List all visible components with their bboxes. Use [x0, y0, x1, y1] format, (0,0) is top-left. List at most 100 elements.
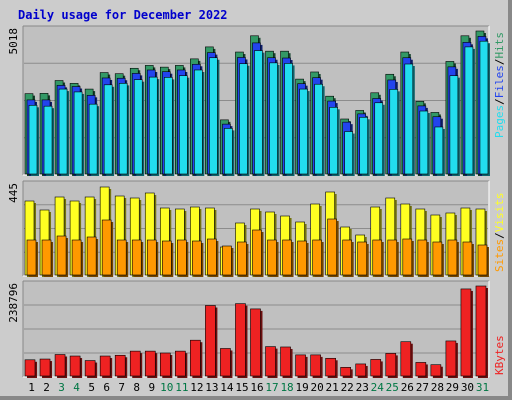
bar-kbytes-day-19: [295, 354, 306, 377]
panel-hits-files-pages-max-label: 5018: [7, 28, 20, 55]
day-label-12: 12: [190, 381, 203, 394]
bar-kbytes-day-11: [175, 350, 186, 377]
panel-kbytes-max-label: 238796: [7, 283, 20, 323]
bar-pages-day-17: [269, 62, 278, 175]
bar-kbytes-day-28: [430, 364, 442, 377]
bar-sites-day-4: [71, 239, 82, 276]
bar-sites-day-6: [101, 219, 112, 276]
bar-pages-day-26: [404, 63, 414, 175]
day-label-10: 10: [160, 381, 173, 394]
bar-kbytes-day-8: [129, 350, 141, 377]
bar-kbytes-day-13: [205, 305, 216, 377]
bar-kbytes-day-20: [310, 354, 321, 377]
bar-sites-day-27: [417, 239, 428, 276]
bar-sites-day-28: [432, 241, 443, 276]
day-label-21: 21: [326, 381, 339, 394]
bar-pages-day-6: [103, 84, 113, 175]
bar-pages-day-22: [344, 131, 353, 175]
legend-separator: /: [493, 59, 506, 66]
day-label-2: 2: [43, 381, 50, 394]
bar-sites-day-2: [41, 239, 52, 276]
bar-kbytes-day-9: [144, 350, 156, 377]
bar-sites-day-10: [161, 240, 172, 276]
bar-pages-day-24: [374, 102, 384, 175]
bar-sites-day-7: [116, 239, 127, 276]
bar-pages-day-30: [464, 46, 474, 175]
bar-pages-day-25: [389, 89, 399, 175]
bar-pages-day-11: [179, 75, 188, 175]
bar-kbytes-day-27: [415, 362, 427, 377]
bar-pages-day-16: [254, 50, 263, 175]
bar-kbytes-day-22: [340, 367, 351, 377]
day-label-14: 14: [220, 381, 234, 394]
bar-kbytes-day-4: [69, 355, 81, 377]
legend-visits: Visits: [493, 193, 506, 233]
bar-sites-day-3: [56, 235, 67, 276]
bar-kbytes-day-26: [400, 341, 412, 377]
bar-pages-day-8: [133, 79, 143, 175]
day-label-15: 15: [235, 381, 248, 394]
bar-sites-day-15: [237, 241, 247, 276]
bar-sites-day-23: [357, 241, 368, 276]
bar-sites-day-19: [297, 240, 307, 276]
bar-pages-day-14: [224, 128, 233, 175]
day-label-30: 30: [461, 381, 474, 394]
bar-pages-day-19: [299, 88, 308, 175]
bar-kbytes-day-10: [159, 352, 171, 377]
bar-kbytes-day-18: [280, 346, 291, 377]
bar-pages-day-20: [314, 83, 323, 175]
day-label-6: 6: [103, 381, 110, 394]
bar-kbytes-day-31: [475, 285, 487, 377]
bar-pages-day-4: [73, 91, 83, 175]
bar-sites-day-5: [86, 236, 97, 276]
day-label-19: 19: [295, 381, 308, 394]
bar-kbytes-day-24: [370, 359, 382, 377]
bar-kbytes-day-5: [84, 360, 96, 377]
bar-pages-day-9: [148, 76, 158, 175]
bar-kbytes-day-3: [54, 354, 66, 377]
bar-kbytes-day-17: [265, 346, 276, 377]
bar-sites-day-13: [207, 238, 217, 276]
bar-kbytes-day-12: [190, 339, 201, 377]
day-label-9: 9: [148, 381, 155, 394]
bar-kbytes-day-30: [460, 288, 472, 377]
legend-sites: Sites: [493, 239, 506, 272]
bar-pages-day-7: [118, 83, 128, 175]
bar-sites-day-22: [342, 239, 352, 276]
bar-pages-day-28: [434, 126, 444, 175]
day-label-1: 1: [28, 381, 35, 394]
bar-kbytes-day-15: [235, 303, 246, 377]
bar-kbytes-day-29: [445, 340, 457, 377]
legend-separator: /: [493, 98, 506, 105]
legend-hits-files-pages: Pages/Files/Hits: [493, 32, 506, 138]
bar-sites-day-21: [327, 218, 337, 276]
bar-pages-day-10: [163, 77, 173, 175]
day-label-29: 29: [446, 381, 459, 394]
legend-hits: Hits: [493, 32, 506, 59]
bar-sites-day-9: [146, 239, 157, 276]
bar-sites-day-1: [26, 239, 37, 276]
legend-pages: Pages: [493, 105, 506, 138]
day-label-27: 27: [416, 381, 429, 394]
day-label-28: 28: [431, 381, 444, 394]
bar-kbytes-day-7: [114, 354, 126, 377]
bar-pages-day-23: [359, 116, 369, 175]
bar-sites-day-30: [462, 241, 473, 276]
day-label-4: 4: [73, 381, 80, 394]
bar-pages-day-29: [449, 75, 459, 175]
bar-sites-day-16: [252, 229, 262, 276]
bar-pages-day-12: [194, 69, 203, 175]
bar-sites-day-26: [402, 238, 413, 276]
bar-pages-day-1: [28, 105, 38, 175]
day-label-26: 26: [401, 381, 414, 394]
bar-sites-day-25: [387, 239, 398, 276]
bar-sites-day-11: [177, 239, 187, 276]
day-label-5: 5: [88, 381, 95, 394]
day-label-16: 16: [250, 381, 263, 394]
bar-kbytes-day-16: [250, 308, 261, 377]
bar-kbytes-day-2: [39, 358, 51, 377]
bar-sites-day-29: [447, 239, 458, 276]
day-label-8: 8: [133, 381, 140, 394]
bar-pages-day-13: [209, 57, 218, 175]
